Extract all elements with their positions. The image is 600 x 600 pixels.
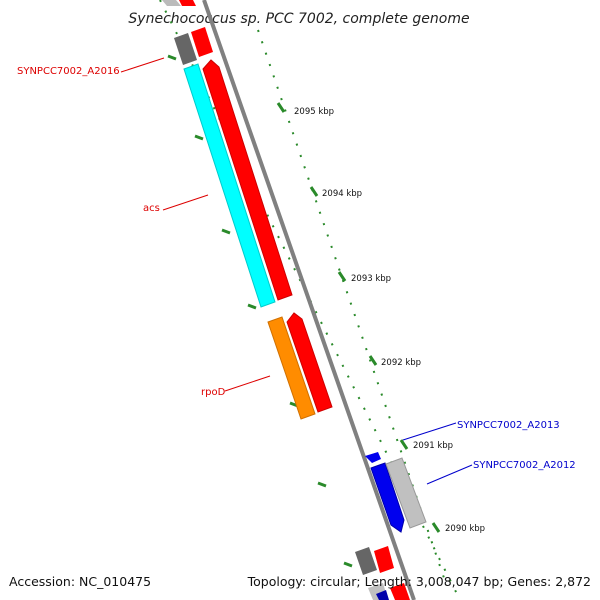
tick-mark [221,228,231,235]
cds-feature-bottom [374,546,394,573]
gene-feature-A2013 [370,462,405,533]
leader-line-A2013 [402,422,457,441]
cds-feature-bottom-2 [390,583,410,600]
tick-label-2093: 2093 kbp [351,274,391,284]
outer-tick-guide [257,29,445,579]
gene-feature-acs [183,63,276,308]
tick-mark [167,54,177,61]
cds-feature-acs [202,59,293,301]
cds-feature-A2016 [191,27,213,57]
tick-mark [194,134,204,141]
tick-mark [368,355,378,366]
tick-mark [276,102,286,113]
leader-line-A2012 [426,464,473,485]
tick-label-2092: 2092 kbp [381,358,421,368]
map-title: Synechococcus sp. PCC 7002, complete gen… [128,11,469,27]
gene-feature-top-grey [162,0,181,6]
gene-label-rpoD: rpoD [201,387,226,398]
gene-label-A2016: SYNPCC7002_A2016 [17,66,120,77]
tick-mark [343,561,353,568]
gene-feature-A2016 [174,33,197,65]
cds-feature-A2013 [365,452,381,463]
tick-label-2090: 2090 kbp [445,524,485,534]
tick-mark [247,303,257,310]
major-ticks [167,54,441,568]
tick-label-2095: 2095 kbp [294,107,334,117]
gene-label-A2012: SYNPCC7002_A2012 [473,460,576,471]
tick-mark [399,439,409,450]
tick-mark [431,522,441,533]
tick-mark [337,271,347,282]
gene-label-acs: acs [143,203,160,214]
genome-backbone [202,0,416,600]
leader-line-A2016 [120,57,165,73]
gene-feature-rpoD [267,316,316,420]
tick-mark [317,481,327,488]
accession-text: Accession: NC_010475 [9,574,151,589]
cds-feature-rpoD [286,312,333,413]
gene-feature-bottom-grey [355,547,377,575]
cds-feature-top [179,0,196,6]
gene-label-A2013: SYNPCC7002_A2013 [457,420,560,431]
leader-line-acs [162,194,209,211]
leader-line-rpoD [224,375,271,392]
tick-mark [309,186,319,197]
gene-feature-A2012 [385,457,427,529]
tick-label-2091: 2091 kbp [413,441,453,451]
gene-feature-bottom-blue [376,590,389,600]
tick-label-2094: 2094 kbp [322,189,362,199]
genome-summary-text: Topology: circular; Length: 3,008,047 bp… [247,574,591,589]
